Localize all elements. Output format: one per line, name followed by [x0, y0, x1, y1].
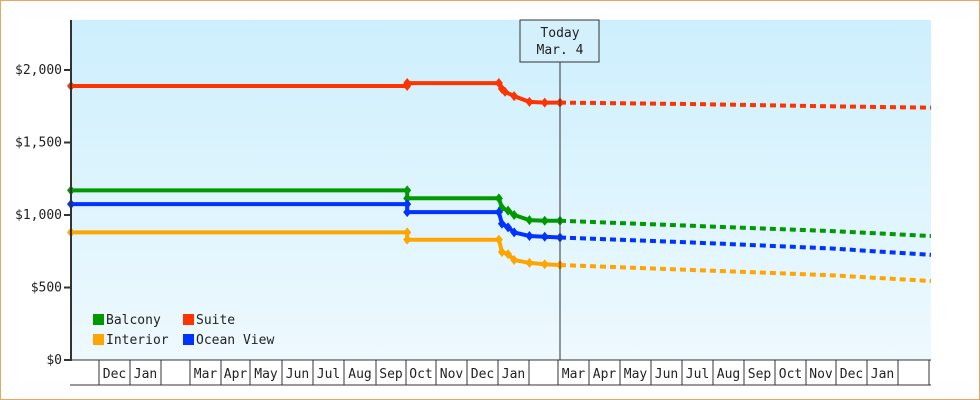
- data-point-marker[interactable]: [525, 96, 534, 107]
- x-month-label: Jan: [871, 367, 894, 382]
- data-point-marker[interactable]: [403, 78, 412, 89]
- x-month-label: Jul: [317, 367, 340, 382]
- x-month-label: Sep: [748, 367, 772, 382]
- legend-swatch: [183, 314, 194, 325]
- forecast-line: [559, 263, 932, 283]
- x-month-label: Nov: [809, 367, 833, 382]
- data-point-marker[interactable]: [540, 215, 549, 226]
- x-month-label: Apr: [593, 367, 617, 382]
- x-month-label: Oct: [779, 367, 802, 382]
- today-label-box: [519, 19, 600, 63]
- x-month-label: Jun: [655, 367, 678, 382]
- data-point-marker[interactable]: [504, 249, 513, 260]
- x-month-label: Dec: [840, 367, 863, 382]
- series-layer: [67, 78, 932, 283]
- x-month-label: Nov: [440, 367, 464, 382]
- x-month-label: Mar: [194, 367, 218, 382]
- data-point-marker[interactable]: [497, 218, 506, 229]
- y-tick-label: $1,500: [15, 136, 62, 151]
- data-point-marker[interactable]: [510, 227, 519, 238]
- legend-item-interior[interactable]: Interior: [93, 333, 169, 348]
- data-point-marker[interactable]: [403, 199, 412, 210]
- forecast-line: [559, 100, 932, 110]
- x-month-label: Jan: [134, 367, 157, 382]
- x-month-label: Jun: [286, 367, 309, 382]
- y-tick-label: $2,000: [15, 63, 62, 78]
- data-point-marker[interactable]: [403, 207, 412, 218]
- data-point-marker[interactable]: [525, 215, 534, 226]
- legend-swatch: [93, 314, 104, 325]
- y-axis-ticks: $0 $500 $1,000 $1,500 $2,000: [15, 63, 71, 368]
- x-month-label: Aug: [717, 367, 740, 382]
- x-month-label: Mar: [562, 367, 586, 382]
- legend-item-ocean-view[interactable]: Ocean View: [183, 333, 274, 348]
- data-point-marker[interactable]: [403, 193, 412, 204]
- data-point-marker[interactable]: [500, 86, 509, 97]
- y-tick-label: $1,000: [15, 208, 62, 223]
- data-point-marker[interactable]: [504, 222, 513, 233]
- forecast-line: [559, 235, 932, 257]
- data-point-marker[interactable]: [504, 205, 513, 216]
- legend-item-balcony[interactable]: Balcony: [93, 313, 161, 328]
- legend-swatch: [183, 334, 194, 345]
- legend-swatch: [93, 334, 104, 345]
- data-point-marker[interactable]: [497, 246, 506, 257]
- x-month-label: Oct: [409, 367, 432, 382]
- data-point-marker[interactable]: [540, 231, 549, 242]
- legend-label: Suite: [196, 313, 235, 328]
- x-month-label: Jul: [686, 367, 709, 382]
- data-point-marker[interactable]: [494, 193, 503, 204]
- today-date: Mar. 4: [537, 43, 584, 58]
- y-tick-label: $0: [46, 353, 62, 368]
- x-month-label: Sep: [379, 367, 403, 382]
- data-point-marker[interactable]: [494, 234, 503, 245]
- x-month-label: Jan: [502, 367, 525, 382]
- series-suite: [67, 78, 932, 110]
- data-point-marker[interactable]: [510, 210, 519, 220]
- data-point-marker[interactable]: [540, 259, 549, 270]
- x-month-label: May: [254, 367, 278, 382]
- x-month-label: Aug: [348, 367, 371, 382]
- legend-label: Ocean View: [196, 333, 274, 348]
- today-marker: Today Mar. 4: [519, 19, 600, 360]
- x-axis-month-labels: Dec Jan Mar Apr May Jun Jul Aug Sep Oct Nov Dec Jan M…: [98, 360, 930, 385]
- today-label: Today: [540, 26, 579, 41]
- x-month-label: Dec: [471, 367, 494, 382]
- data-point-marker[interactable]: [403, 227, 412, 238]
- data-point-marker[interactable]: [403, 234, 412, 245]
- chart-legend: Balcony Suite Interior Ocean View: [93, 313, 274, 348]
- data-point-marker[interactable]: [525, 257, 534, 268]
- x-month-label: Apr: [224, 367, 248, 382]
- legend-label: Balcony: [106, 313, 161, 328]
- data-point-marker[interactable]: [510, 254, 519, 265]
- x-month-label: May: [624, 367, 648, 382]
- legend-item-suite[interactable]: Suite: [183, 313, 235, 328]
- x-month-label: Dec: [103, 367, 126, 382]
- data-point-marker[interactable]: [510, 91, 519, 102]
- data-point-marker[interactable]: [494, 207, 503, 218]
- legend-label: Interior: [106, 333, 169, 348]
- data-point-marker[interactable]: [525, 231, 534, 242]
- data-point-marker[interactable]: [540, 97, 549, 108]
- data-point-marker[interactable]: [403, 185, 412, 196]
- y-tick-label: $500: [31, 281, 62, 296]
- series-interior: [67, 227, 932, 283]
- forecast-line: [559, 218, 932, 238]
- series-balcony: [67, 185, 932, 238]
